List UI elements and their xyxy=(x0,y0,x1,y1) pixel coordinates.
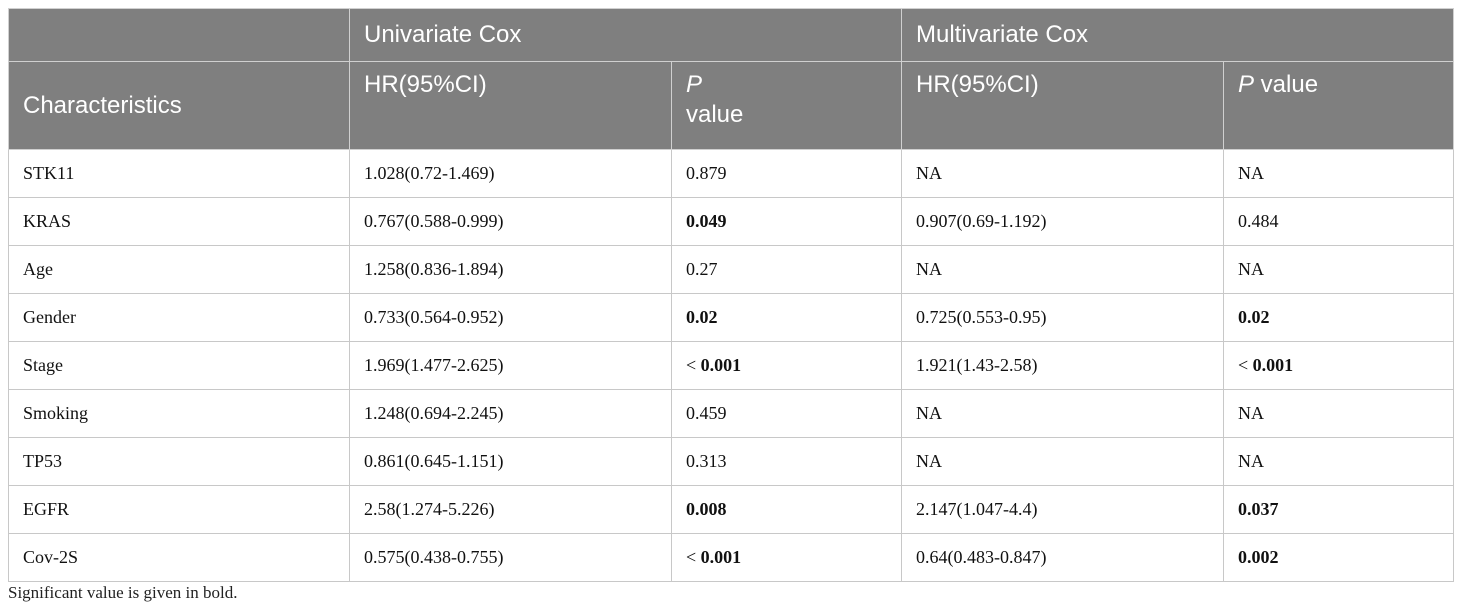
value-word: value xyxy=(1254,71,1319,98)
multivariate-p-cell: NA xyxy=(1223,389,1454,438)
univariate-hr-cell: 2.58(1.274-5.226) xyxy=(349,485,672,534)
multivariate-p-cell: NA xyxy=(1223,245,1454,294)
characteristic-cell: Age xyxy=(8,245,350,294)
p-value-bold: 0.001 xyxy=(700,355,742,375)
multivariate-hr-cell: NA xyxy=(901,245,1224,294)
multivariate-p-cell: NA xyxy=(1223,149,1454,198)
header-multivariate-p: P value xyxy=(1223,61,1454,150)
p-value-bold: 0.001 xyxy=(700,547,742,567)
header-empty-cell xyxy=(8,8,350,62)
characteristic-cell: Gender xyxy=(8,293,350,342)
header-univariate-hr: HR(95%CI) xyxy=(349,61,672,150)
value-word: value xyxy=(686,101,744,128)
univariate-p-cell: < 0.001 xyxy=(671,341,902,390)
multivariate-hr-cell: 0.725(0.553-0.95) xyxy=(901,293,1224,342)
less-than-prefix: < xyxy=(686,547,701,567)
cox-regression-table-container: Univariate Cox Multivariate Cox Characte… xyxy=(8,8,1454,582)
multivariate-p-cell: 0.037 xyxy=(1223,485,1454,534)
multivariate-hr-cell: 0.907(0.69-1.192) xyxy=(901,197,1224,246)
univariate-p-cell: 0.008 xyxy=(671,485,902,534)
multivariate-p-cell: < 0.001 xyxy=(1223,341,1454,390)
univariate-hr-cell: 0.767(0.588-0.999) xyxy=(349,197,672,246)
header-group-row: Univariate Cox Multivariate Cox xyxy=(8,8,1454,62)
univariate-hr-cell: 1.258(0.836-1.894) xyxy=(349,245,672,294)
characteristic-cell: Cov-2S xyxy=(8,533,350,582)
p-value-bold: 0.001 xyxy=(1252,355,1294,375)
table-row: TP53 0.861(0.645-1.151) 0.313 NA NA xyxy=(8,437,1454,486)
characteristic-cell: Smoking xyxy=(8,389,350,438)
univariate-p-cell: < 0.001 xyxy=(671,533,902,582)
characteristic-cell: KRAS xyxy=(8,197,350,246)
table-body: STK11 1.028(0.72-1.469) 0.879 NA NA KRAS… xyxy=(8,149,1454,582)
characteristic-cell: TP53 xyxy=(8,437,350,486)
univariate-p-cell: 0.049 xyxy=(671,197,902,246)
univariate-p-cell: 0.313 xyxy=(671,437,902,486)
table-row: EGFR 2.58(1.274-5.226) 0.008 2.147(1.047… xyxy=(8,485,1454,534)
characteristic-cell: EGFR xyxy=(8,485,350,534)
multivariate-p-cell: 0.484 xyxy=(1223,197,1454,246)
multivariate-hr-cell: 0.64(0.483-0.847) xyxy=(901,533,1224,582)
p-italic: P xyxy=(1238,71,1255,98)
multivariate-hr-cell: NA xyxy=(901,389,1224,438)
univariate-p-cell: 0.459 xyxy=(671,389,902,438)
univariate-hr-cell: 0.575(0.438-0.755) xyxy=(349,533,672,582)
univariate-hr-cell: 1.028(0.72-1.469) xyxy=(349,149,672,198)
less-than-prefix: < xyxy=(686,355,701,375)
cox-regression-table: Univariate Cox Multivariate Cox Characte… xyxy=(8,8,1454,582)
univariate-hr-cell: 0.861(0.645-1.151) xyxy=(349,437,672,486)
p-italic: P xyxy=(686,71,703,98)
multivariate-hr-cell: NA xyxy=(901,149,1224,198)
header-characteristics: Characteristics xyxy=(8,61,350,150)
header-multivariate-cox: Multivariate Cox xyxy=(901,8,1454,62)
table-header: Univariate Cox Multivariate Cox Characte… xyxy=(8,8,1454,150)
multivariate-hr-cell: NA xyxy=(901,437,1224,486)
characteristic-cell: Stage xyxy=(8,341,350,390)
univariate-p-cell: 0.02 xyxy=(671,293,902,342)
multivariate-p-cell: 0.02 xyxy=(1223,293,1454,342)
table-row: Age 1.258(0.836-1.894) 0.27 NA NA xyxy=(8,245,1454,294)
multivariate-p-cell: 0.002 xyxy=(1223,533,1454,582)
univariate-p-cell: 0.879 xyxy=(671,149,902,198)
table-row: STK11 1.028(0.72-1.469) 0.879 NA NA xyxy=(8,149,1454,198)
multivariate-hr-cell: 1.921(1.43-2.58) xyxy=(901,341,1224,390)
table-caption: Significant value is given in bold. xyxy=(8,583,238,602)
table-row: Gender 0.733(0.564-0.952) 0.02 0.725(0.5… xyxy=(8,293,1454,342)
table-row: KRAS 0.767(0.588-0.999) 0.049 0.907(0.69… xyxy=(8,197,1454,246)
table-row: Cov-2S 0.575(0.438-0.755) < 0.001 0.64(0… xyxy=(8,533,1454,582)
univariate-hr-cell: 0.733(0.564-0.952) xyxy=(349,293,672,342)
univariate-hr-cell: 1.248(0.694-2.245) xyxy=(349,389,672,438)
univariate-p-cell: 0.27 xyxy=(671,245,902,294)
less-than-prefix: < xyxy=(1238,355,1253,375)
header-multivariate-hr: HR(95%CI) xyxy=(901,61,1224,150)
multivariate-p-cell: NA xyxy=(1223,437,1454,486)
header-univariate-cox: Univariate Cox xyxy=(349,8,902,62)
table-row: Smoking 1.248(0.694-2.245) 0.459 NA NA xyxy=(8,389,1454,438)
table-row: Stage 1.969(1.477-2.625) < 0.001 1.921(1… xyxy=(8,341,1454,390)
univariate-hr-cell: 1.969(1.477-2.625) xyxy=(349,341,672,390)
multivariate-hr-cell: 2.147(1.047-4.4) xyxy=(901,485,1224,534)
characteristic-cell: STK11 xyxy=(8,149,350,198)
